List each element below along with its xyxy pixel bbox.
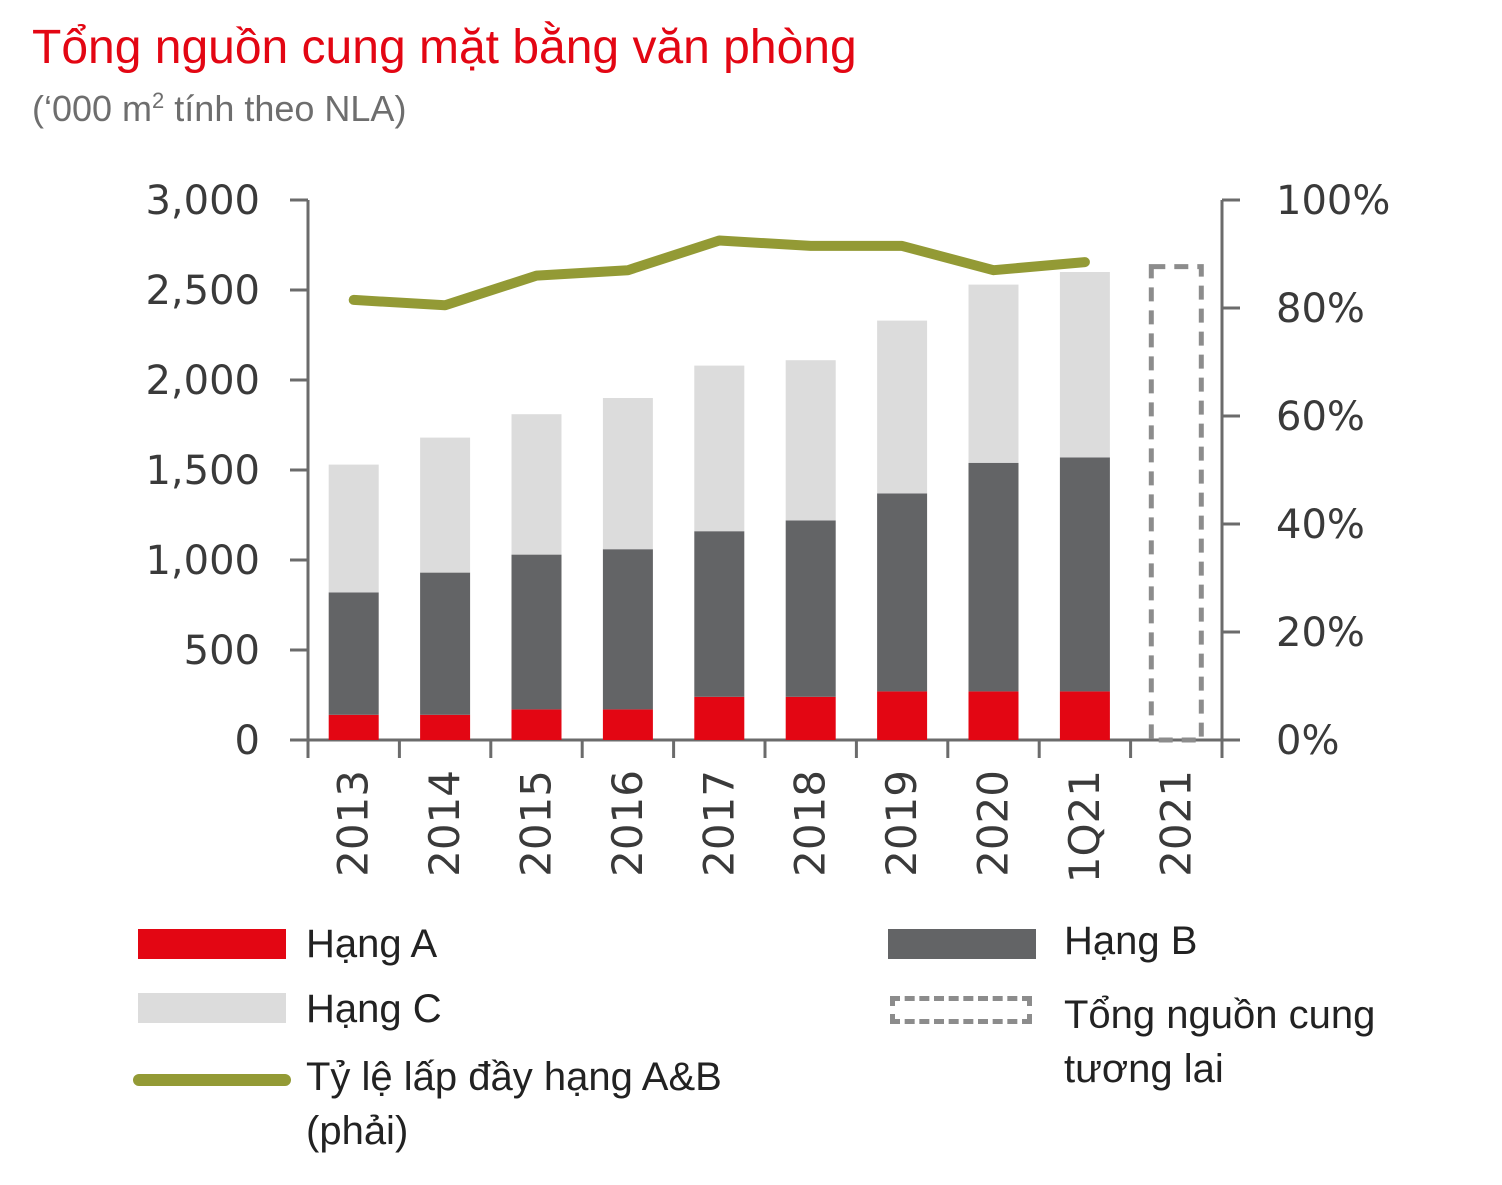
bar-hang-a	[694, 696, 745, 740]
legend-label-occupancy: Tỷ lệ lấp đầy hạng A&B (phải)	[306, 1050, 722, 1158]
legend-swatch-future-supply	[890, 996, 1032, 1024]
subtitle-unit: (‘000 m	[32, 88, 153, 129]
x-axis-tick-label: 2021	[1151, 770, 1200, 877]
bar-hang-a	[602, 709, 653, 740]
bar-hang-c	[1059, 272, 1110, 458]
chart-title: Tổng nguồn cung mặt bằng văn phòng	[32, 21, 857, 74]
subtitle-basis: tính theo NLA)	[164, 88, 407, 129]
chart-tick-labels: 0 500 1,000 1,500 2,000 2,500 3,000 0% 20% 40% 60%…	[145, 178, 1390, 883]
y-axis-left-tick-label: 1,000	[145, 538, 260, 584]
bar-hang-b	[420, 572, 471, 715]
bar-hang-a	[968, 691, 1019, 740]
legend-label-hang-c: Hạng C	[306, 987, 442, 1031]
chart-subtitle: (‘000 m2 tính theo NLA)	[32, 88, 406, 130]
bar-future-supply	[1148, 264, 1204, 743]
bar-hang-b	[1059, 457, 1110, 692]
legend-label-occupancy-line2: (phải)	[306, 1109, 409, 1153]
legend-label-occupancy-line1: Tỷ lệ lấp đầy hạng A&B	[306, 1055, 722, 1099]
bar-hang-c	[511, 414, 562, 555]
legend-swatch-hang-a	[138, 929, 286, 959]
bar-hang-a	[328, 714, 379, 740]
bar-hang-b	[511, 554, 562, 710]
x-axis-tick-label: 2020	[969, 770, 1018, 877]
legend-label-future-supply: Tổng nguồn cung tương lai	[1064, 988, 1375, 1096]
y-axis-left-tick-label: 0	[235, 718, 260, 764]
x-axis-tick-label: 2017	[694, 770, 743, 877]
x-axis-tick-label: 2015	[512, 770, 561, 877]
y-axis-left-tick-label: 500	[184, 628, 260, 674]
y-axis-left-tick-label: 1,500	[145, 448, 260, 494]
y-axis-right-tick-label: 80%	[1276, 286, 1365, 332]
bar-hang-a	[511, 709, 562, 740]
bar-hang-c	[420, 437, 471, 573]
legend-swatch-occupancy-line	[133, 1074, 291, 1086]
bar-hang-a	[785, 696, 836, 740]
legend-label-future-supply-line1: Tổng nguồn cung	[1064, 993, 1376, 1037]
bar-hang-b	[694, 531, 745, 697]
chart-occupancy-line-group	[348, 235, 1090, 311]
bar-hang-b	[968, 462, 1019, 692]
y-axis-right-tick-label: 60%	[1276, 394, 1365, 440]
y-axis-right-tick-label: 40%	[1276, 502, 1365, 548]
legend-label-future-supply-line2: tương lai	[1064, 1047, 1224, 1091]
y-axis-left-tick-label: 2,500	[145, 268, 260, 314]
bar-hang-a	[420, 714, 471, 740]
legend-swatch-hang-b	[888, 929, 1036, 959]
y-axis-right-tick-label: 100%	[1276, 178, 1390, 224]
bar-hang-c	[785, 360, 836, 521]
legend-swatch-hang-c	[138, 993, 286, 1023]
bar-hang-c	[602, 398, 653, 550]
x-axis-tick-label: 2013	[329, 770, 378, 877]
bar-hang-a	[1059, 691, 1110, 740]
x-axis-tick-label: 1Q21	[1060, 770, 1109, 883]
x-axis-tick-label: 2014	[420, 770, 469, 877]
y-axis-right-tick-label: 0%	[1276, 718, 1339, 764]
bar-hang-c	[877, 320, 928, 494]
x-axis-tick-label: 2016	[603, 770, 652, 877]
bar-hang-c	[694, 365, 745, 532]
bar-hang-b	[877, 493, 928, 692]
x-axis-tick-label: 2018	[786, 770, 835, 877]
x-axis-tick-label: 2019	[877, 770, 926, 877]
y-axis-left-tick-label: 3,000	[145, 178, 260, 224]
bar-hang-b	[602, 549, 653, 710]
y-axis-left-tick-label: 2,000	[145, 358, 260, 404]
subtitle-unit-superscript: 2	[152, 88, 165, 113]
bar-hang-b	[785, 520, 836, 697]
legend-label-hang-b: Hạng B	[1064, 919, 1198, 963]
bar-hang-b	[328, 592, 379, 715]
line-occupancy-ab	[348, 235, 1090, 311]
bar-hang-c	[968, 284, 1019, 463]
bar-hang-c	[328, 464, 379, 593]
y-axis-right-tick-label: 20%	[1276, 610, 1365, 656]
chart-bars	[328, 264, 1204, 743]
legend-label-hang-a: Hạng A	[306, 922, 438, 966]
bar-hang-a	[877, 691, 928, 740]
